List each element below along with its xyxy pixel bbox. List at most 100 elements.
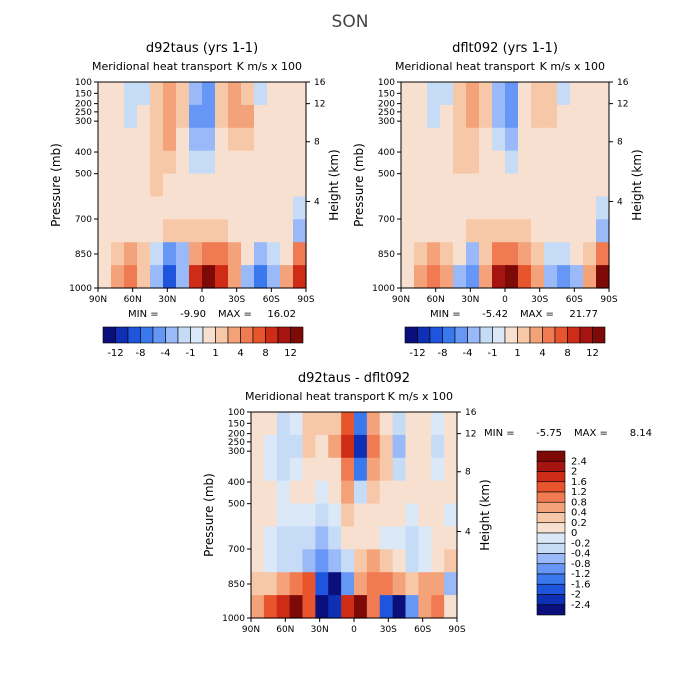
heatmap-cell [228, 219, 242, 243]
heatmap-cell [392, 480, 407, 505]
heatmap-cell [302, 549, 316, 573]
heatmap-cell [328, 572, 342, 596]
y-tick-label: 1000 [69, 284, 92, 294]
y-tick-label: 150 [228, 419, 245, 429]
heatmap-cell [267, 219, 281, 243]
heatmap-cell [414, 219, 428, 243]
heatmap-cell [444, 503, 458, 528]
colorbar-box [536, 481, 566, 493]
heatmap-cell [328, 526, 342, 550]
heatmap-cell [293, 196, 307, 220]
height-tick-label: 4 [465, 527, 471, 537]
heatmap-cell [254, 150, 268, 175]
heatmap-cell [492, 196, 506, 220]
heatmap-cell [150, 242, 164, 266]
y-tick-label: 850 [228, 580, 245, 590]
heatmap-cell [163, 150, 177, 175]
heatmap-cell [315, 480, 329, 505]
heatmap-cell [228, 196, 242, 220]
heatmap-cell [479, 150, 493, 175]
colorbar-box [517, 326, 531, 344]
heatmap-cell [215, 219, 229, 243]
y-axis-label: Pressure (mb) [49, 143, 63, 227]
height-tick-label: 16 [617, 78, 629, 88]
heatmap-cell [492, 150, 506, 175]
heatmap-cell [293, 242, 307, 266]
heatmap-cell [202, 150, 216, 175]
heatmap-cell [392, 503, 407, 528]
heatmap-cell [453, 127, 467, 152]
heatmap-cell [531, 265, 545, 289]
heatmap-cell [544, 219, 558, 243]
heatmap-cell [251, 480, 265, 505]
heatmap-cell [354, 595, 368, 619]
heatmap-cell [267, 173, 281, 198]
heatmap-cell [596, 127, 610, 152]
heatmap-cell [505, 127, 519, 152]
heatmap-cell [251, 457, 265, 482]
height-tick-label: 8 [314, 138, 320, 148]
heatmap-cell [276, 526, 291, 550]
heatmap-cell [583, 127, 597, 152]
heatmap-cell [189, 150, 203, 175]
heatmap-cell [583, 150, 597, 175]
height-axis-label: Height (km) [630, 149, 644, 220]
heatmap-cell [124, 150, 138, 175]
heatmap-cell [479, 173, 493, 198]
heatmap-cell [518, 150, 532, 175]
colorbar-label: -1 [488, 348, 498, 359]
x-tick-label: 60S [566, 295, 583, 305]
heatmap-cell [276, 549, 291, 573]
heatmap-cell [418, 434, 432, 459]
heatmap-cell [414, 265, 428, 289]
panel-units: K m/s x 100 [237, 60, 302, 73]
colorbar-box [202, 326, 216, 344]
heatmap-cell [531, 242, 545, 266]
heatmap-cell [440, 242, 454, 266]
colorbar-box [290, 326, 304, 344]
heatmap-cell [557, 127, 571, 152]
max-value: 21.77 [569, 309, 598, 320]
heatmap-cell [570, 150, 584, 175]
heatmap-cell [111, 104, 125, 129]
y-tick-label: 100 [228, 408, 245, 418]
heatmap-cell [596, 219, 610, 243]
heatmap-cell [431, 526, 445, 550]
colorbar-label: -4 [161, 348, 171, 359]
heatmap-cell [315, 412, 329, 436]
heatmap-cell [228, 242, 242, 266]
heatmap-cell [251, 572, 265, 596]
heatmap-cell [276, 412, 291, 436]
heatmap-cell [163, 265, 177, 289]
heatmap-cell [289, 412, 304, 436]
heatmap-cell [531, 219, 545, 243]
heatmap-cell [328, 480, 342, 505]
heatmap-cell [341, 480, 355, 505]
heatmap-cell [492, 173, 506, 198]
heatmap-cell [505, 150, 519, 175]
height-tick-label: 4 [314, 197, 320, 207]
max-value: 16.02 [267, 309, 296, 320]
heatmap-cell [150, 150, 164, 175]
heatmap-cell [289, 526, 304, 550]
heatmap-cell [293, 173, 307, 198]
heatmap-cell [280, 150, 294, 175]
heatmap-cell [379, 412, 394, 436]
heatmap-cell [276, 480, 291, 505]
heatmap-cell [150, 196, 164, 220]
heatmap-cell [427, 173, 441, 198]
heatmap-cell [341, 595, 355, 619]
colorbar-label: 4 [237, 348, 243, 359]
panel-difference: d92taus - dflt092 Meridional heat transpo… [202, 371, 652, 635]
heatmap-cell [98, 265, 112, 289]
heatmap-cell [570, 82, 584, 106]
heatmap-cell [341, 412, 355, 436]
colorbar-box [536, 604, 566, 616]
heatmap-cell [341, 572, 355, 596]
heatmap-cell [189, 82, 203, 106]
colorbar-box [536, 491, 566, 503]
heatmap-cell [176, 82, 190, 106]
heatmap-cell [189, 242, 203, 266]
heatmap-cell [150, 219, 164, 243]
heatmap-cell [392, 434, 407, 459]
